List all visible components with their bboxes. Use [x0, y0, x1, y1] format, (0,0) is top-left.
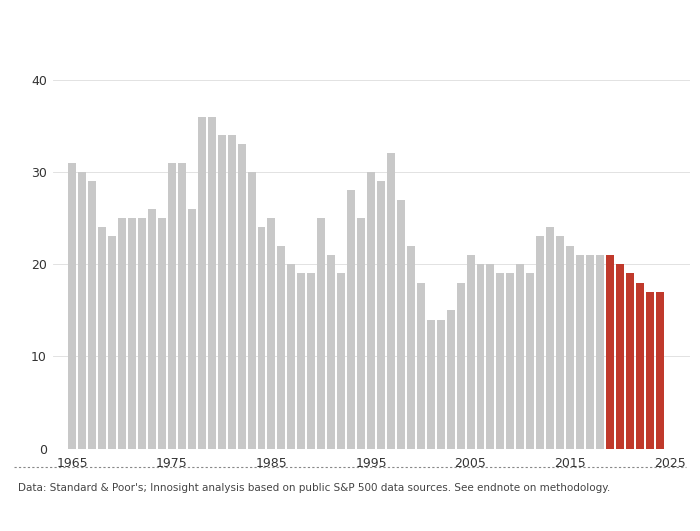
Text: (rolling 7-year average): (rolling 7-year average)	[18, 54, 232, 68]
Bar	[496, 273, 505, 449]
Bar	[178, 162, 186, 449]
Bar	[466, 255, 475, 449]
Bar	[118, 218, 126, 449]
Bar	[407, 246, 415, 449]
Bar	[566, 246, 574, 449]
Bar	[357, 218, 365, 449]
Bar	[298, 273, 305, 449]
Bar	[198, 117, 206, 449]
Bar	[506, 273, 514, 449]
Bar	[88, 181, 97, 449]
Bar	[168, 162, 176, 449]
Bar	[327, 255, 335, 449]
Bar	[486, 264, 494, 449]
Bar	[586, 255, 594, 449]
Text: Data: Standard & Poor's; Innosight analysis based on public S&P 500 data sources: Data: Standard & Poor's; Innosight analy…	[18, 483, 610, 493]
Bar	[267, 218, 275, 449]
Bar	[576, 255, 584, 449]
Text: Chart 1: Average company lifespan on S&P 500 Index in years: Chart 1: Average company lifespan on S&P…	[18, 20, 578, 35]
Bar	[228, 135, 236, 449]
Bar	[108, 236, 116, 449]
Bar	[277, 246, 286, 449]
Bar	[188, 209, 196, 449]
Bar	[645, 292, 654, 449]
Bar	[317, 218, 326, 449]
Bar	[288, 264, 295, 449]
Bar	[69, 162, 76, 449]
Bar	[546, 227, 554, 449]
Bar	[477, 264, 484, 449]
Bar	[148, 209, 156, 449]
Bar	[347, 191, 355, 449]
Bar	[158, 218, 166, 449]
Bar	[536, 236, 544, 449]
Bar	[128, 218, 136, 449]
Bar	[337, 273, 345, 449]
Bar	[596, 255, 604, 449]
Bar	[526, 273, 534, 449]
Bar	[258, 227, 265, 449]
Bar	[98, 227, 106, 449]
Bar	[248, 172, 256, 449]
Bar	[377, 181, 385, 449]
Bar	[367, 172, 375, 449]
Bar	[606, 255, 614, 449]
Bar	[427, 320, 435, 449]
Bar	[447, 310, 454, 449]
Bar	[307, 273, 315, 449]
Bar	[416, 282, 425, 449]
Bar	[517, 264, 524, 449]
Bar	[218, 135, 225, 449]
Bar	[138, 218, 146, 449]
Bar	[237, 144, 246, 449]
Bar	[626, 273, 634, 449]
Bar	[556, 236, 564, 449]
Bar	[456, 282, 465, 449]
Bar	[616, 264, 624, 449]
Bar	[397, 200, 405, 449]
Bar	[437, 320, 444, 449]
Bar	[656, 292, 664, 449]
Bar	[208, 117, 216, 449]
Bar	[387, 153, 395, 449]
Bar	[78, 172, 86, 449]
Bar	[636, 282, 644, 449]
